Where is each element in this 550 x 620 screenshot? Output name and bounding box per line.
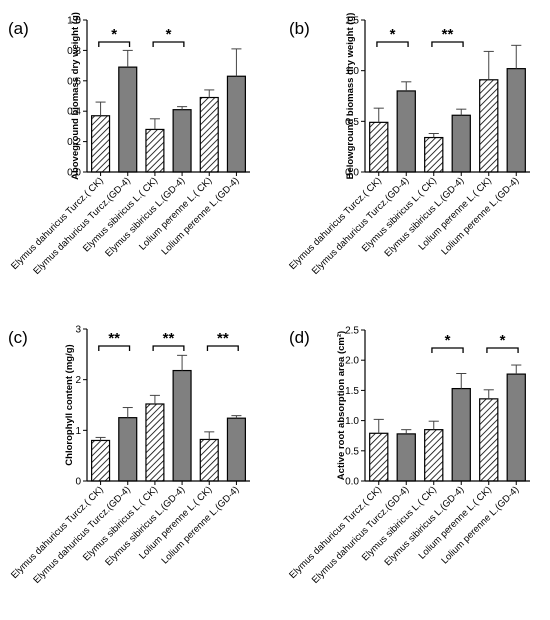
bar-3 (424, 429, 444, 482)
significance-label: * (166, 26, 172, 43)
significance-bracket (206, 345, 239, 351)
y-tick-label: 0.0 (345, 168, 359, 179)
bar-5 (199, 438, 219, 482)
significance-bracket (431, 41, 464, 47)
panel-label: (a) (8, 19, 29, 38)
y-tick-label: 3 (75, 325, 81, 336)
y-tick-label: 1.0 (345, 66, 359, 77)
panel-label: (b) (289, 19, 310, 38)
panel-label: (d) (289, 328, 310, 347)
y-tick-label: 0.0 (345, 477, 359, 488)
y-tick-label: 2.0 (345, 356, 359, 367)
panel-a: (a) Aboveground biomass dry weight (g)0.0… (8, 12, 250, 277)
bar-5 (479, 398, 499, 482)
panel-d: (d) Active root absorption area (cm²)0.0 0… (287, 326, 530, 586)
y-tick-label: 0.8 (67, 46, 81, 57)
bar-6 (506, 68, 526, 173)
significance-label: ** (217, 330, 229, 347)
y-tick-label: 0 (75, 477, 81, 488)
y-tick-label: 0.4 (67, 107, 81, 118)
y-tick-label: 0.5 (345, 117, 359, 128)
bar-2 (396, 433, 416, 482)
bar-1 (91, 115, 111, 173)
bar-2 (118, 66, 138, 173)
bar-6 (226, 75, 246, 173)
significance-bracket (98, 41, 131, 47)
y-tick-label: 2 (75, 375, 81, 386)
significance-bracket (486, 347, 519, 353)
significance-label: * (111, 26, 117, 43)
significance-bracket (152, 345, 185, 351)
significance-bracket (431, 347, 464, 353)
y-tick-label: 0.0 (67, 168, 81, 179)
panel-label: (c) (8, 328, 28, 347)
bar-2 (396, 90, 416, 173)
y-axis-label: Belowground biomass dry weight (g) (345, 13, 356, 180)
y-tick-label: 2.5 (345, 326, 359, 337)
bar-6 (226, 417, 246, 482)
y-tick-label: 1.5 (345, 386, 359, 397)
y-tick-label: 1.0 (345, 416, 359, 427)
bar-4 (172, 369, 192, 482)
y-axis-label: Active root absorption area (cm²) (336, 331, 347, 480)
y-tick-label: 0.5 (345, 446, 359, 457)
y-tick-label: 0.2 (67, 137, 81, 148)
panel-b: (b) Belowground biomass dry weight (g)0.0… (287, 13, 530, 277)
bar-6 (506, 373, 526, 482)
bar-3 (145, 403, 165, 482)
y-tick-label: 1 (75, 426, 81, 437)
significance-bracket (376, 41, 409, 47)
bar-4 (172, 109, 192, 173)
significance-label: ** (108, 330, 120, 347)
y-axis-label: Aboveground biomass dry weight (g) (70, 12, 81, 180)
bar-4 (451, 387, 471, 482)
bar-4 (451, 114, 471, 173)
significance-label: * (500, 332, 506, 349)
bar-1 (369, 121, 389, 173)
bar-3 (424, 136, 444, 173)
significance-label: ** (163, 330, 175, 347)
bar-3 (145, 128, 165, 173)
bar-5 (479, 79, 499, 173)
significance-label: * (445, 332, 451, 349)
y-tick-label: 1.5 (345, 16, 359, 27)
significance-bracket (152, 41, 185, 47)
panel-c: (c)Chlorophyll content (mg/g)0123Elymus … (8, 325, 250, 586)
significance-label: * (390, 26, 396, 43)
bar-1 (369, 432, 389, 482)
bar-5 (199, 96, 219, 173)
bar-2 (118, 417, 138, 482)
y-axis-label: Chlorophyll content (mg/g) (64, 344, 75, 465)
bar-1 (91, 439, 111, 482)
y-tick-label: 1.0 (67, 16, 81, 27)
significance-label: ** (442, 26, 454, 43)
significance-bracket (98, 345, 131, 351)
y-tick-label: 0.6 (67, 76, 81, 87)
